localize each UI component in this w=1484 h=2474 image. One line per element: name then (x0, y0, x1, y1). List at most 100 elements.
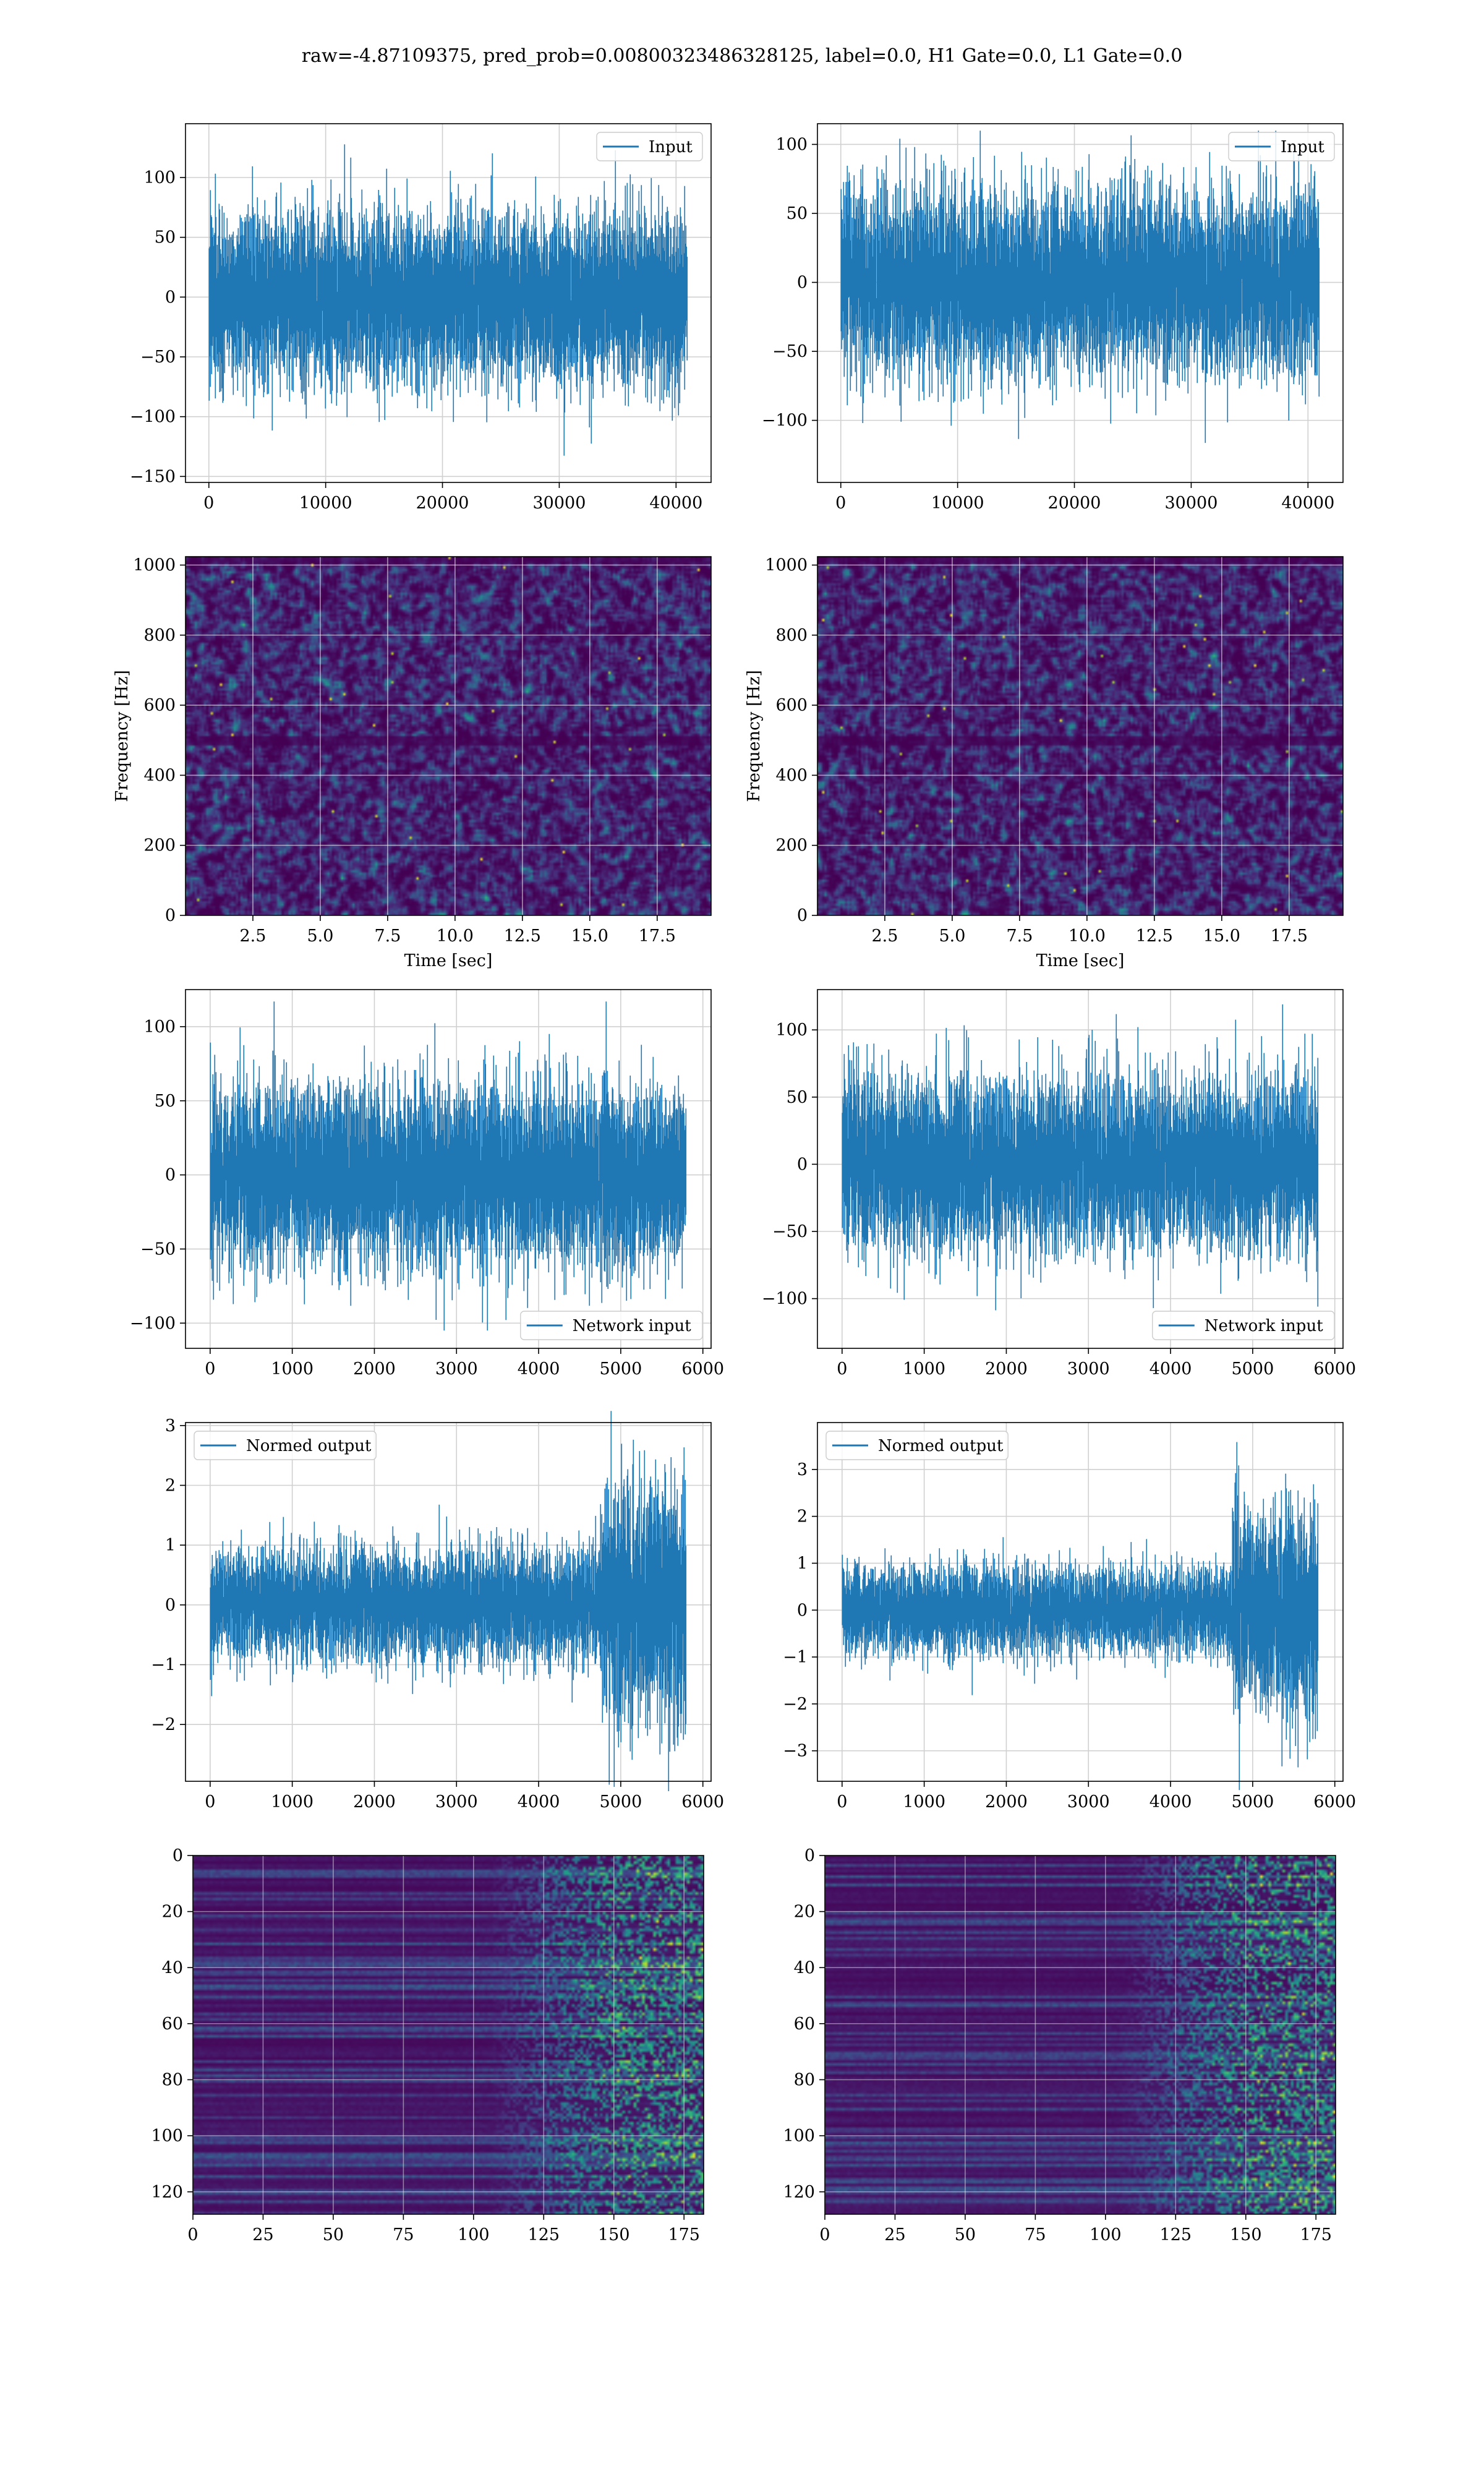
x-tick-label: 1000 (271, 1792, 313, 1812)
axes-frame (192, 1855, 704, 2215)
legend-box (520, 1311, 703, 1340)
y-tick-label: 600 (143, 696, 176, 715)
y-tick-label: −50 (772, 1222, 808, 1241)
x-tick-label: 3000 (1067, 1792, 1110, 1812)
x-tick-label: 75 (393, 2225, 414, 2245)
x-tick-label: 75 (1025, 2225, 1046, 2245)
y-tick-label: −3 (783, 1742, 808, 1761)
legend-label: Input (649, 138, 693, 156)
legend-box (825, 1431, 1009, 1460)
x-tick-label: 0 (203, 494, 214, 513)
y-tick-label: −2 (783, 1695, 808, 1714)
y-tick-label: 0 (797, 1601, 808, 1620)
y-tick-label: 60 (162, 2014, 183, 2034)
y-tick-label: 3 (797, 1460, 808, 1479)
y-tick-label: 200 (775, 836, 808, 855)
y-tick-label: 80 (162, 2071, 183, 2090)
legend: Network input (520, 1311, 703, 1340)
y-tick-label: 60 (794, 2014, 815, 2034)
y-tick-label: 1000 (765, 556, 808, 575)
axes-ts-norm-left: 0 1000 2000 3000 4000 5000 6000 −2 −1 0 1 2 3 Normed … (151, 1411, 724, 1812)
legend: Normed output (194, 1431, 377, 1460)
axes-ts-net-right: 0 1000 2000 3000 4000 5000 6000 −100 −50 0 50 100 Ne… (762, 989, 1356, 1379)
y-tick-label: 1000 (133, 556, 176, 575)
figure-suptitle: raw=-4.87109375, pred_prob=0.00800323486… (302, 45, 1183, 67)
x-tick-label: 17.5 (1271, 927, 1308, 946)
x-tick-label: 3000 (1067, 1359, 1110, 1379)
x-tick-label: 20000 (1048, 494, 1101, 513)
legend-label: Input (1281, 138, 1324, 156)
x-tick-label: 4000 (1149, 1359, 1192, 1379)
x-tick-label: 125 (528, 2225, 560, 2245)
feature-map-image (825, 1856, 1336, 2214)
spectrogram-image (186, 557, 711, 915)
legend: Input (596, 132, 703, 161)
x-tick-label: 30000 (532, 494, 586, 513)
x-tick-label: 3000 (435, 1359, 478, 1379)
x-tick-label: 100 (458, 2225, 490, 2245)
axes-ts-norm-right: 0 1000 2000 3000 4000 5000 6000 −3 −2 −1 0 1 2 3 Norme… (783, 1422, 1356, 1812)
legend: Normed output (825, 1431, 1009, 1460)
y-tick-label: 3 (165, 1416, 176, 1436)
y-tick-label: 100 (143, 168, 176, 187)
spectrogram-image (817, 557, 1343, 915)
y-tick-label: −50 (140, 348, 176, 367)
x-tick-label: 2000 (353, 1359, 396, 1379)
axes-feat-left: 0 25 50 75 100 125 150 175 0 20 40 60 80 100 120 (151, 1846, 704, 2245)
x-tick-label: 10.0 (1068, 927, 1106, 946)
y-tick-label: 600 (775, 696, 808, 715)
axes-feat-right: 0 25 50 75 100 125 150 175 0 20 40 60 80 100 120 (783, 1846, 1336, 2245)
feature-map-image (193, 1856, 704, 2214)
axes-frame (817, 989, 1344, 1349)
x-tick-label: 4000 (518, 1359, 560, 1379)
axes-spec-left: 2.5 5.0 7.5 10.0 12.5 15.0 17.5 0 200 400 600 800 10… (113, 556, 712, 970)
x-tick-label: 10000 (299, 494, 352, 513)
x-tick-label: 1000 (903, 1359, 945, 1379)
x-tick-label: 2000 (353, 1792, 396, 1812)
axes-frame (817, 123, 1344, 483)
y-tick-label: 120 (151, 2183, 183, 2202)
x-tick-label: 2.5 (871, 927, 898, 946)
y-tick-label: 40 (162, 1958, 183, 1977)
y-tick-label: 0 (173, 1846, 183, 1865)
axes-frame (824, 1855, 1336, 2215)
x-tick-label: 6000 (681, 1359, 724, 1379)
x-tick-label: 5000 (1232, 1792, 1274, 1812)
y-tick-label: 0 (797, 273, 808, 293)
x-tick-label: 150 (598, 2225, 630, 2245)
y-tick-label: 400 (143, 766, 176, 785)
axes-frame (817, 1422, 1344, 1782)
x-tick-label: 30000 (1164, 494, 1217, 513)
x-tick-label: 40000 (1281, 494, 1334, 513)
y-tick-label: 20 (794, 1903, 815, 1922)
legend-label: Normed output (246, 1437, 372, 1455)
y-tick-label: 2 (165, 1476, 176, 1496)
x-tick-label: 5000 (600, 1792, 642, 1812)
x-tick-label: 5000 (1232, 1359, 1274, 1379)
y-tick-label: 0 (165, 1166, 176, 1185)
axes-frame (817, 556, 1344, 916)
x-tick-label: 12.5 (504, 927, 541, 946)
series-line (208, 144, 688, 456)
x-tick-label: 0 (205, 1359, 215, 1379)
x-tick-label: 20000 (416, 494, 469, 513)
x-tick-label: 2000 (985, 1359, 1028, 1379)
x-tick-label: 0 (837, 1359, 847, 1379)
x-tick-label: 12.5 (1136, 927, 1173, 946)
x-tick-label: 0 (835, 494, 846, 513)
x-tick-label: 0 (187, 2225, 198, 2245)
y-tick-label: 0 (165, 1596, 176, 1615)
x-tick-label: 6000 (681, 1792, 724, 1812)
legend-box (1152, 1311, 1335, 1340)
y-tick-label: 50 (787, 1088, 808, 1107)
x-tick-label: 25 (252, 2225, 273, 2245)
y-tick-label: −100 (762, 411, 808, 430)
x-tick-label: 2000 (985, 1792, 1028, 1812)
y-tick-label: 200 (143, 836, 176, 855)
legend-label: Network input (573, 1317, 691, 1335)
x-tick-label: 50 (955, 2225, 976, 2245)
x-tick-label: 10000 (931, 494, 984, 513)
x-tick-label: 100 (1090, 2225, 1122, 2245)
x-tick-label: 175 (668, 2225, 700, 2245)
x-tick-label: 2.5 (239, 927, 266, 946)
